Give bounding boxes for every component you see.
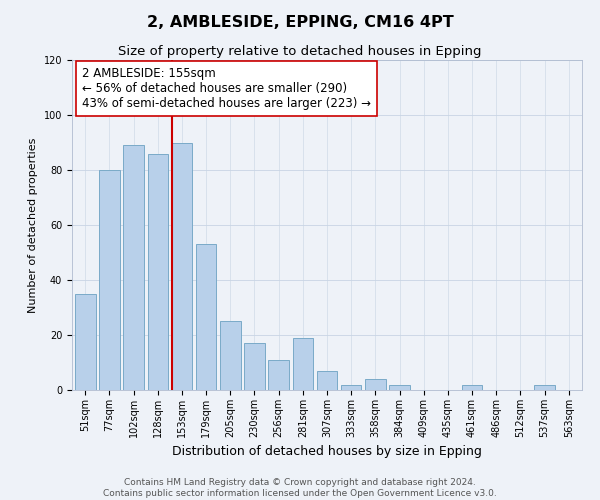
- Bar: [244, 343, 265, 390]
- Bar: [172, 142, 192, 390]
- Bar: [75, 294, 95, 390]
- Text: 2, AMBLESIDE, EPPING, CM16 4PT: 2, AMBLESIDE, EPPING, CM16 4PT: [146, 15, 454, 30]
- Bar: [220, 322, 241, 390]
- Bar: [534, 384, 555, 390]
- Bar: [341, 384, 361, 390]
- Bar: [196, 244, 217, 390]
- X-axis label: Distribution of detached houses by size in Epping: Distribution of detached houses by size …: [172, 446, 482, 458]
- Bar: [124, 145, 144, 390]
- Text: Contains HM Land Registry data © Crown copyright and database right 2024.
Contai: Contains HM Land Registry data © Crown c…: [103, 478, 497, 498]
- Bar: [268, 360, 289, 390]
- Bar: [148, 154, 168, 390]
- Text: 2 AMBLESIDE: 155sqm
← 56% of detached houses are smaller (290)
43% of semi-detac: 2 AMBLESIDE: 155sqm ← 56% of detached ho…: [82, 66, 371, 110]
- Bar: [462, 384, 482, 390]
- Text: Size of property relative to detached houses in Epping: Size of property relative to detached ho…: [118, 45, 482, 58]
- Bar: [365, 379, 386, 390]
- Bar: [317, 371, 337, 390]
- Bar: [99, 170, 120, 390]
- Y-axis label: Number of detached properties: Number of detached properties: [28, 138, 38, 312]
- Bar: [293, 338, 313, 390]
- Bar: [389, 384, 410, 390]
